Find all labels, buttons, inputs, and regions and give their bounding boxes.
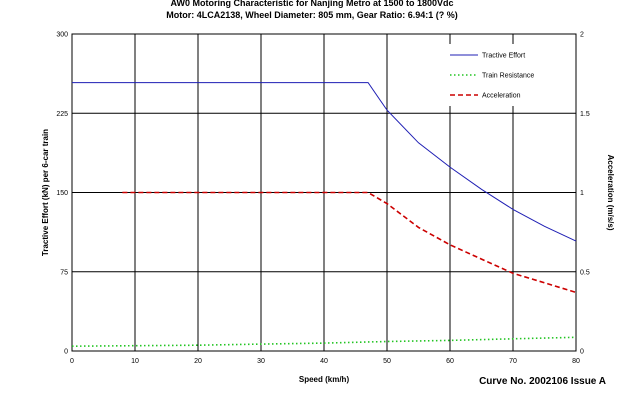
y-axis-left-label: Tractive Effort (kN) per 6-car train bbox=[41, 129, 50, 256]
x-tick-label: 40 bbox=[320, 358, 328, 365]
x-tick-label: 50 bbox=[383, 358, 391, 365]
y-left-tick-label: 75 bbox=[60, 269, 68, 276]
x-tick-label: 70 bbox=[509, 358, 517, 365]
series-acceleration-line bbox=[122, 191, 577, 294]
curve-number: Curve No. 2002106 Issue A bbox=[479, 376, 606, 387]
y-right-tick-label: 1 bbox=[580, 190, 584, 197]
x-tick-label: 30 bbox=[257, 358, 265, 365]
legend-label: Tractive Effort bbox=[482, 53, 525, 60]
series-layer bbox=[71, 82, 577, 347]
x-tick-label: 80 bbox=[572, 358, 580, 365]
x-tick-label: 60 bbox=[446, 358, 454, 365]
y-left-tick-label: 150 bbox=[56, 190, 68, 197]
legend-label: Train Resistance bbox=[482, 73, 534, 80]
y-left-tick-label: 225 bbox=[56, 111, 68, 118]
x-tick-label: 20 bbox=[194, 358, 202, 365]
title-line-2: Motor: 4LCA2138, Wheel Diameter: 805 mm,… bbox=[166, 10, 458, 20]
series-tractive-effort-line bbox=[72, 82, 577, 242]
plot-area bbox=[71, 33, 577, 352]
series-train-resistance-line bbox=[71, 336, 577, 347]
y-right-tick-label: 0.5 bbox=[580, 269, 590, 276]
x-tick-label: 0 bbox=[70, 358, 74, 365]
chart-title: AW0 Motoring Characteristic for Nanjing … bbox=[166, 0, 458, 20]
legend-label: Acceleration bbox=[482, 93, 521, 100]
x-tick-label: 10 bbox=[131, 358, 139, 365]
y-right-tick-label: 0 bbox=[580, 349, 584, 356]
y-left-tick-label: 300 bbox=[56, 32, 68, 39]
legend: Tractive Effort Train Resistance Accelerat… bbox=[446, 44, 570, 106]
y-axis-right-label: Acceleration (m/s/s) bbox=[606, 154, 615, 230]
y-right-tick-label: 2 bbox=[580, 32, 584, 39]
x-axis-label: Speed (km/h) bbox=[299, 375, 350, 384]
y-left-tick-label: 0 bbox=[64, 349, 68, 356]
y-right-tick-label: 1.5 bbox=[580, 111, 590, 118]
title-line-1: AW0 Motoring Characteristic for Nanjing … bbox=[170, 0, 453, 8]
